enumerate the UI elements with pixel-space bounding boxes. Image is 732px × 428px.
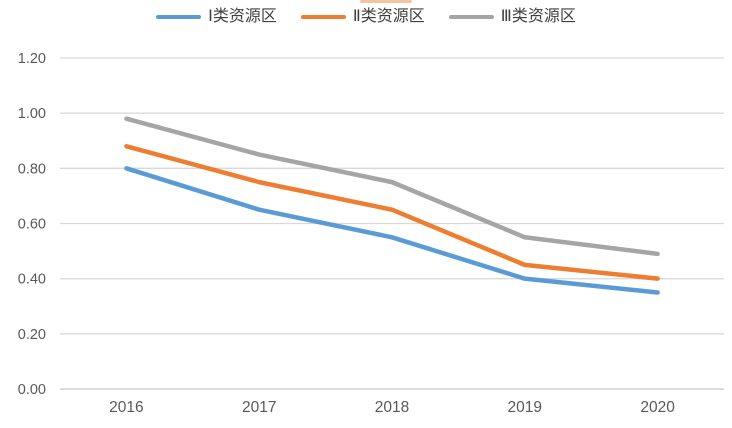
legend-label: Ⅱ类资源区: [352, 8, 425, 25]
series-line-3: [124, 116, 660, 257]
x-axis-label: 2020: [640, 399, 675, 416]
cropped-edge-artifact: [360, 0, 412, 3]
x-axis-label: 2019: [508, 399, 542, 416]
series-line-1: [124, 166, 660, 295]
y-tick-label: 1.00: [18, 106, 46, 122]
y-tick-label: 0.20: [18, 327, 46, 343]
legend-item-1: Ⅰ类资源区: [156, 9, 277, 25]
legend-item-3: Ⅲ类资源区: [448, 8, 576, 25]
legend-label: Ⅲ类资源区: [500, 8, 576, 25]
legend-label: Ⅰ类资源区: [208, 8, 277, 25]
y-tick-label: 0.40: [18, 272, 46, 288]
y-tick-label: 1.20: [18, 51, 46, 67]
legend-line-marker: [156, 15, 202, 19]
x-axis-label: 2017: [242, 399, 276, 416]
legend-line-marker: [448, 15, 494, 19]
y-tick-label: 0.00: [18, 382, 46, 398]
y-tick-label: 0.80: [18, 161, 46, 177]
legend-line-marker: [300, 15, 346, 19]
y-tick-label: 0.60: [18, 217, 46, 233]
legend-item-2: Ⅱ类资源区: [300, 8, 425, 25]
chart-legend: Ⅰ类资源区 Ⅱ类资源区 Ⅲ类资源区: [0, 5, 732, 29]
series-line-2: [124, 144, 660, 281]
x-axis-label: 2016: [109, 399, 143, 416]
x-axis-label: 2018: [375, 399, 409, 416]
